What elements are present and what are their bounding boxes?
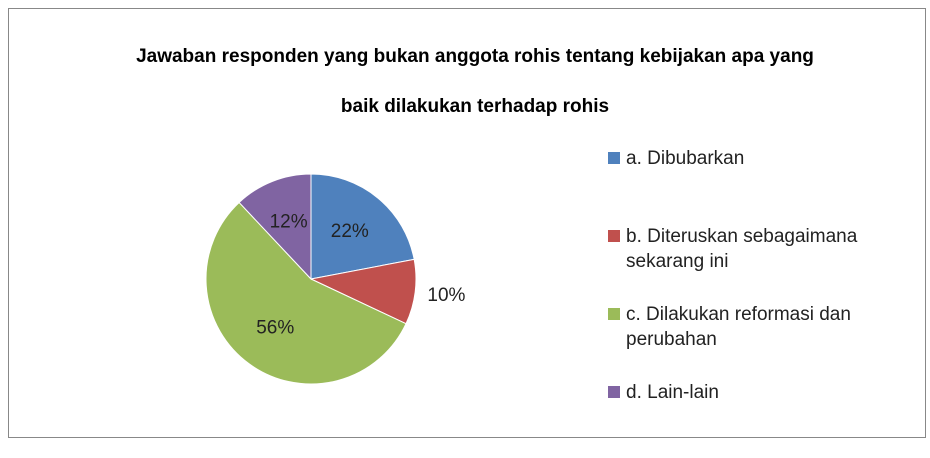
legend-label: b. Diteruskan sebagaimana sekarang ini xyxy=(626,226,858,272)
legend-item: a. Dibubarkan xyxy=(608,146,866,224)
legend-item: b. Diteruskan sebagaimana sekarang ini xyxy=(608,224,866,302)
legend-swatch xyxy=(608,386,620,398)
legend: a. Dibubarkan b. Diteruskan sebagaimana s… xyxy=(608,146,866,458)
legend-label: a. Dibubarkan xyxy=(626,148,745,169)
pie-slice xyxy=(238,173,312,281)
data-label: 10% xyxy=(427,285,465,306)
chart: 22% 10% 56% 12% xyxy=(205,173,466,385)
legend-item: c. Dilakukan reformasi dan perubahan xyxy=(608,302,866,380)
legend-label: d. Lain-lain xyxy=(626,382,719,403)
legend-item: d. Lain-lain xyxy=(608,380,866,458)
data-label: 12% xyxy=(270,211,308,232)
pie-slice xyxy=(205,201,407,385)
legend-swatch xyxy=(608,152,620,164)
legend-swatch xyxy=(608,230,620,242)
data-label: 22% xyxy=(331,221,369,242)
pie-slice xyxy=(310,173,415,280)
data-label: 56% xyxy=(256,317,294,338)
page: Jawaban responden yang bukan anggota roh… xyxy=(8,8,926,438)
legend-swatch xyxy=(608,308,620,320)
chart-title: Jawaban responden yang bukan anggota roh… xyxy=(136,46,814,117)
legend-label: c. Dilakukan reformasi dan perubahan xyxy=(626,304,851,350)
